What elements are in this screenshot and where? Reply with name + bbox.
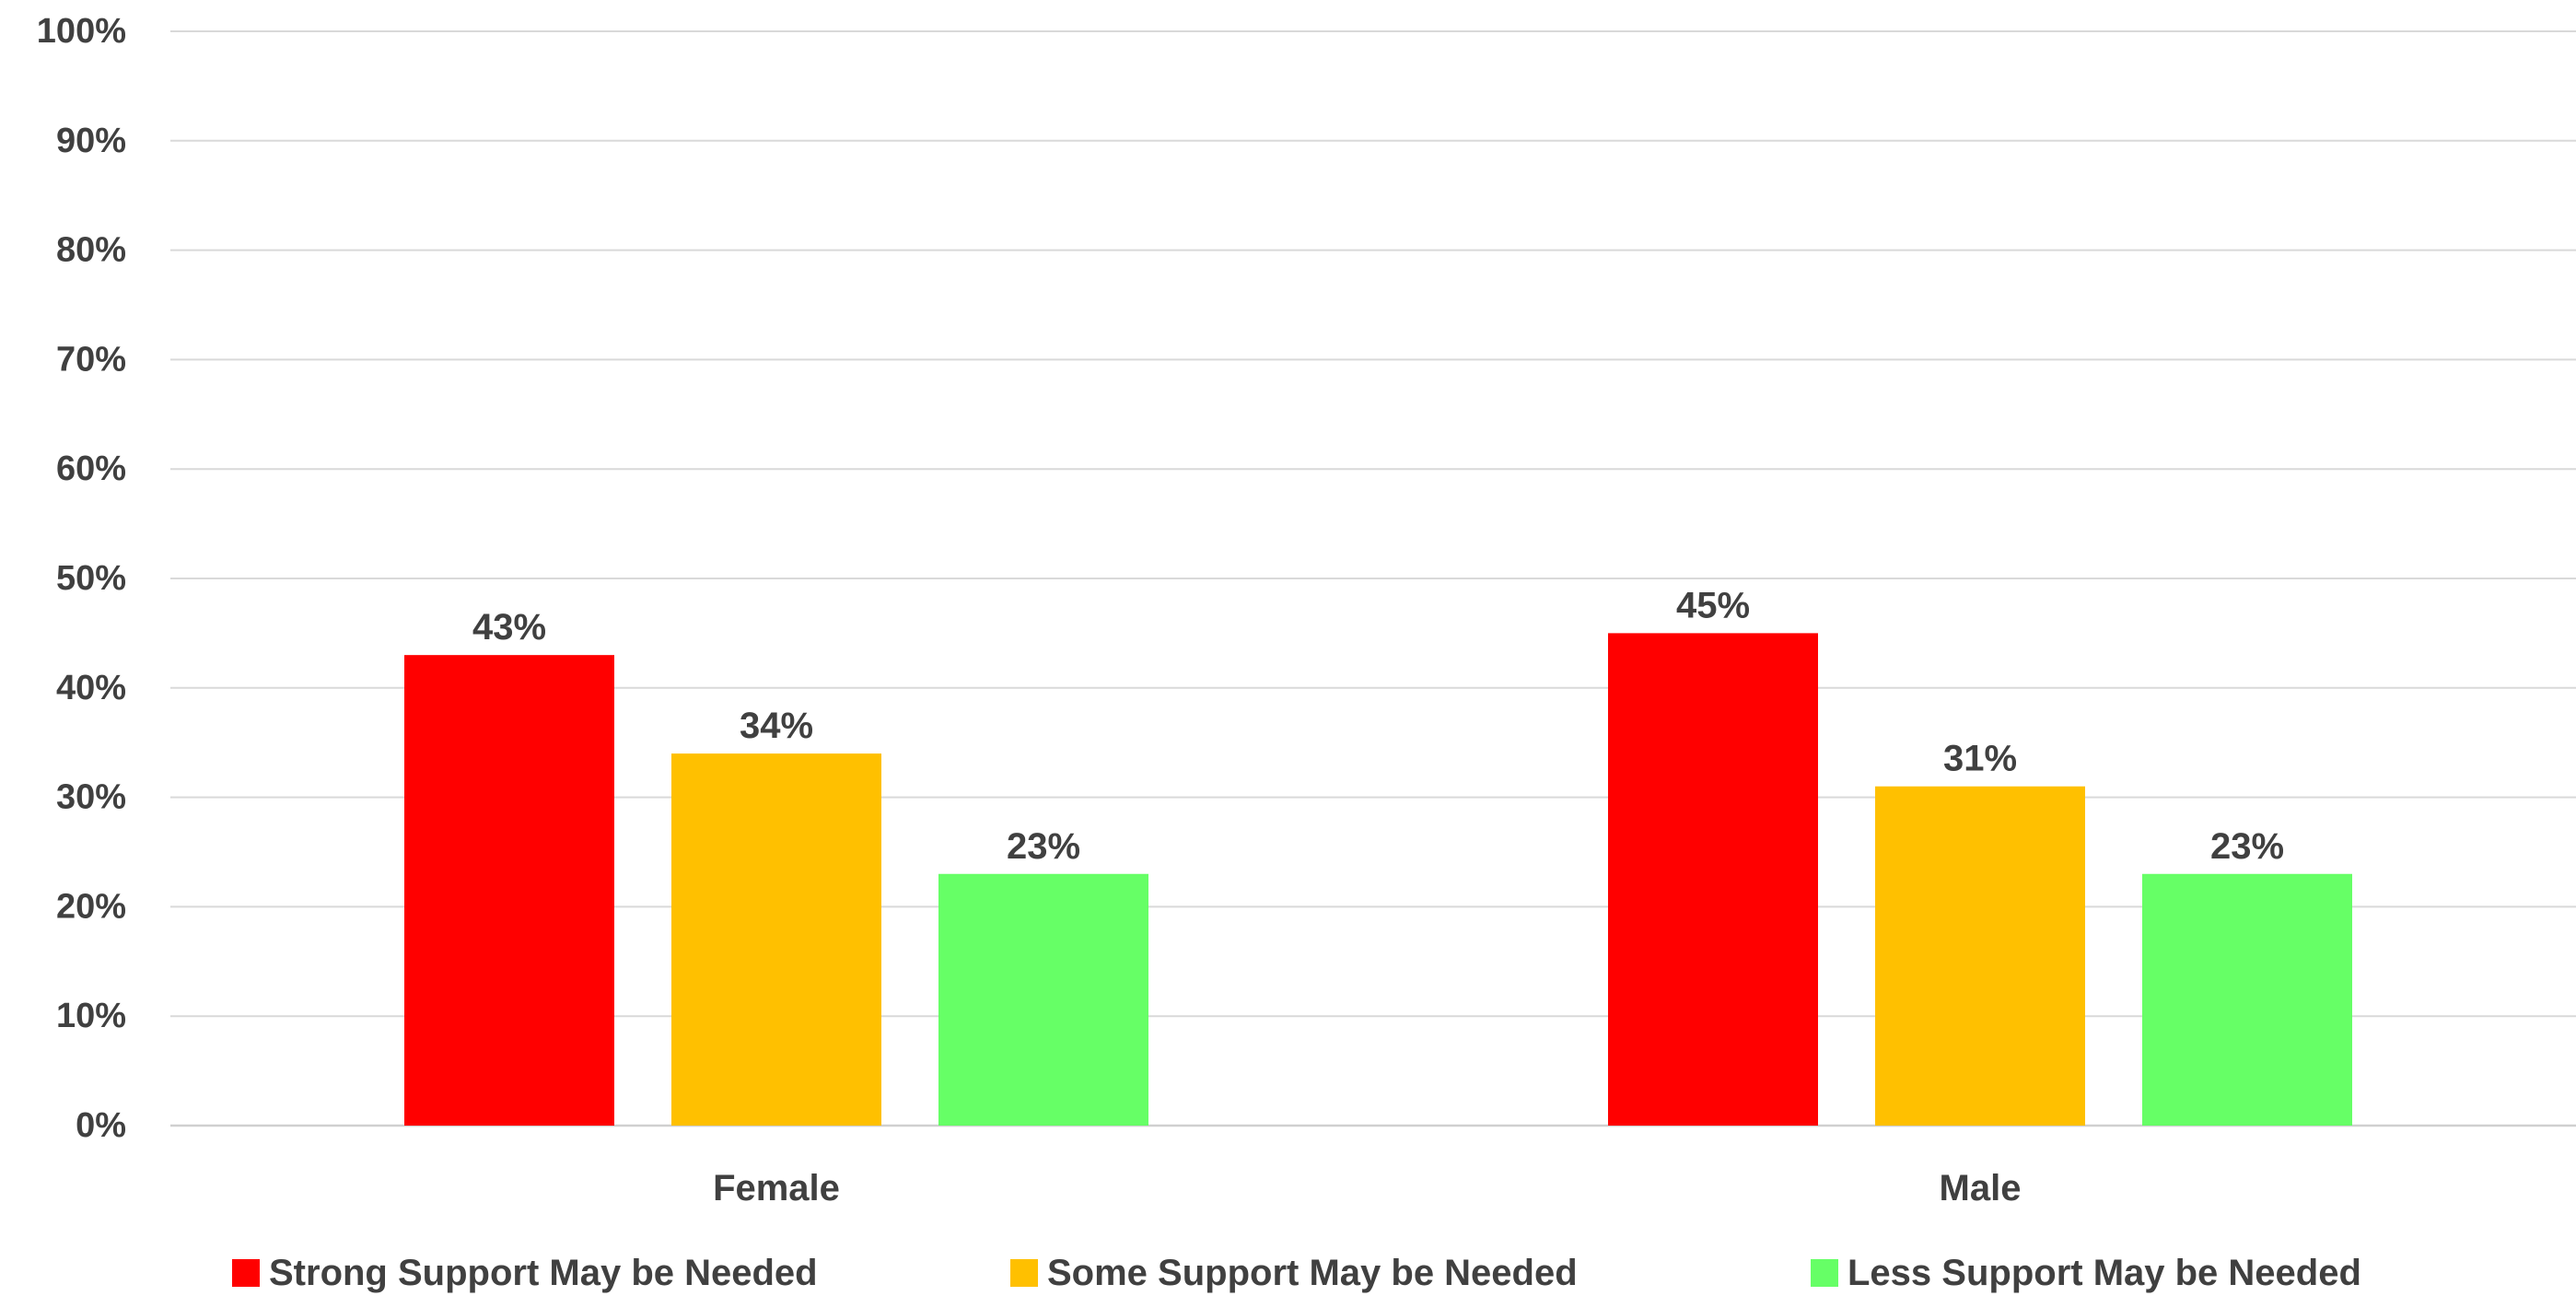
bar-male-3 [2142, 873, 2352, 1126]
y-tick-label: 60% [56, 450, 126, 488]
y-tick-label: 20% [56, 887, 126, 926]
data-label: 45% [1676, 585, 1750, 625]
y-tick-label: 50% [56, 559, 126, 598]
data-label: 34% [740, 706, 813, 746]
legend-item: Strong Support May be Needed [232, 1253, 818, 1293]
bar-male-1 [1608, 633, 1818, 1126]
bar-male-2 [1875, 786, 2085, 1126]
data-label: 31% [1943, 739, 2017, 779]
bars [404, 633, 2352, 1126]
y-tick-label: 70% [56, 340, 126, 379]
y-axis-tick-labels: 0% 10% 20% 30% 40% 50% 60% 70% 80% 90% 100% [37, 12, 126, 1145]
bar-female-3 [938, 873, 1148, 1126]
x-axis-category-labels: Female Male [713, 1168, 2021, 1208]
y-tick-label: 30% [56, 778, 126, 817]
bar-female-2 [671, 753, 881, 1126]
data-labels: 43% 34% 23% 45% 31% 23% [472, 585, 2284, 866]
y-tick-label: 40% [56, 669, 126, 707]
y-tick-label: 100% [37, 12, 126, 51]
legend-label: Less Support May be Needed [1847, 1253, 2361, 1293]
y-tick-label: 80% [56, 231, 126, 270]
category-label-female: Female [713, 1168, 840, 1208]
legend-swatch [1010, 1259, 1038, 1287]
legend-label: Some Support May be Needed [1047, 1253, 1578, 1293]
data-label: 23% [2210, 826, 2284, 867]
y-tick-label: 90% [56, 122, 126, 160]
category-label-male: Male [1940, 1168, 2022, 1208]
bar-female-1 [404, 655, 614, 1126]
legend-swatch [1811, 1259, 1838, 1287]
legend: Strong Support May be Needed Some Support… [232, 1253, 2361, 1293]
legend-item: Some Support May be Needed [1010, 1253, 1578, 1293]
data-label: 23% [1007, 826, 1080, 867]
legend-label: Strong Support May be Needed [269, 1253, 818, 1293]
data-label: 43% [472, 607, 546, 648]
y-tick-label: 10% [56, 997, 126, 1035]
y-tick-label: 0% [76, 1106, 126, 1145]
legend-swatch [232, 1259, 260, 1287]
legend-item: Less Support May be Needed [1811, 1253, 2361, 1293]
